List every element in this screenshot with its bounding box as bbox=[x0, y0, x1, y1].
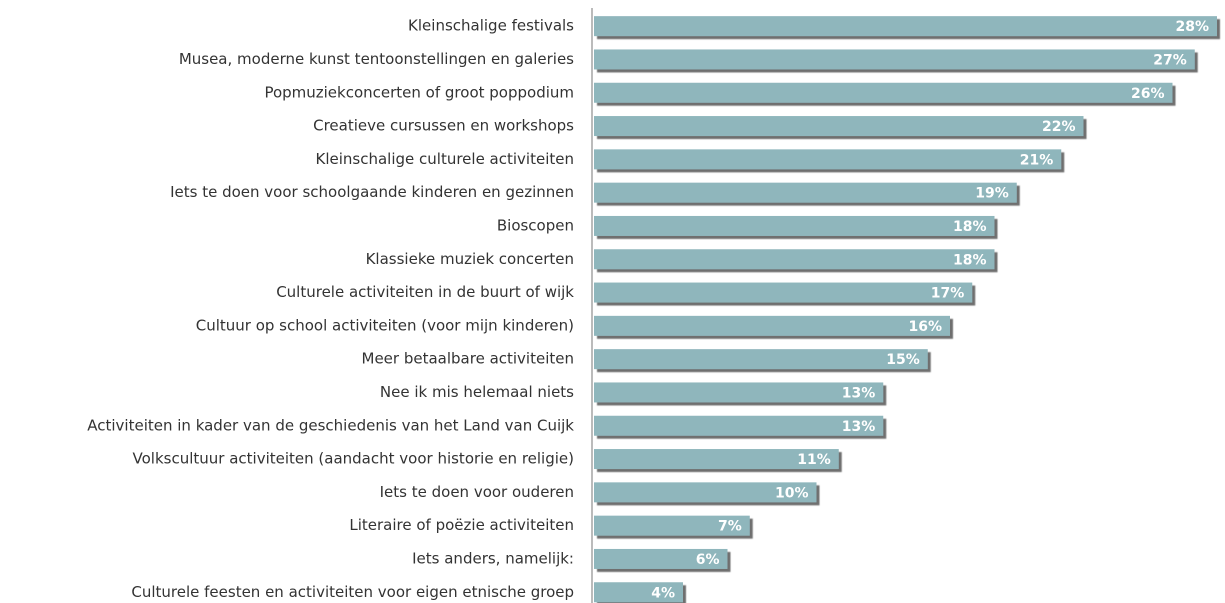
category-label: Volkscultuur activiteiten (aandacht voor… bbox=[133, 450, 574, 468]
bar bbox=[594, 16, 1217, 37]
category-label: Activiteiten in kader van de geschiedeni… bbox=[87, 416, 574, 434]
category-label: Creatieve cursussen en workshops bbox=[313, 117, 574, 135]
category-label: Iets anders, namelijk: bbox=[412, 549, 574, 567]
category-label: Iets te doen voor schoolgaande kinderen … bbox=[170, 183, 574, 201]
category-label: Popmuziekconcerten of groot poppodium bbox=[264, 83, 574, 101]
value-label: 16% bbox=[908, 319, 942, 335]
category-label: Musea, moderne kunst tentoonstellingen e… bbox=[179, 50, 574, 68]
bar bbox=[594, 482, 817, 503]
value-label: 18% bbox=[953, 252, 987, 268]
value-label: 4% bbox=[651, 585, 675, 601]
bar bbox=[594, 449, 839, 470]
bar bbox=[594, 349, 928, 370]
category-label: Nee ik mis helemaal niets bbox=[380, 383, 574, 401]
bar bbox=[594, 315, 950, 336]
bar bbox=[594, 582, 683, 603]
bar bbox=[594, 82, 1173, 103]
bar bbox=[594, 382, 884, 403]
bar bbox=[594, 215, 995, 236]
bar bbox=[594, 548, 728, 569]
value-label: 27% bbox=[1153, 52, 1187, 68]
value-label: 7% bbox=[718, 519, 742, 535]
bar bbox=[594, 149, 1062, 170]
value-label: 13% bbox=[842, 385, 876, 401]
category-label: Literaire of poëzie activiteiten bbox=[349, 516, 574, 534]
value-label: 19% bbox=[975, 186, 1009, 202]
value-label: 21% bbox=[1020, 152, 1054, 168]
value-label: 28% bbox=[1175, 19, 1209, 35]
category-label: Cultuur op school activiteiten (voor mij… bbox=[196, 316, 574, 334]
category-label: Meer betaalbare activiteiten bbox=[362, 350, 575, 368]
value-label: 13% bbox=[842, 419, 876, 435]
value-label: 22% bbox=[1042, 119, 1076, 135]
bar bbox=[594, 182, 1017, 203]
value-label: 18% bbox=[953, 219, 987, 235]
category-label: Klassieke muziek concerten bbox=[366, 250, 574, 268]
value-label: 10% bbox=[775, 485, 809, 501]
bar bbox=[594, 282, 973, 303]
bar bbox=[594, 415, 884, 436]
category-label: Bioscopen bbox=[497, 216, 574, 234]
category-label: Kleinschalige culturele activiteiten bbox=[316, 150, 575, 168]
category-label: Kleinschalige festivals bbox=[408, 17, 574, 35]
category-label: Culturele feesten en activiteiten voor e… bbox=[131, 583, 574, 601]
category-label: Culturele activiteiten in de buurt of wi… bbox=[276, 283, 574, 301]
value-label: 11% bbox=[797, 452, 831, 468]
bar bbox=[594, 49, 1195, 70]
bar bbox=[594, 249, 995, 270]
value-label: 6% bbox=[696, 552, 720, 568]
category-label: Iets te doen voor ouderen bbox=[380, 483, 574, 501]
value-label: 26% bbox=[1131, 86, 1165, 102]
bar bbox=[594, 515, 750, 536]
value-label: 15% bbox=[886, 352, 920, 368]
value-label: 17% bbox=[931, 286, 965, 302]
bar bbox=[594, 116, 1084, 137]
